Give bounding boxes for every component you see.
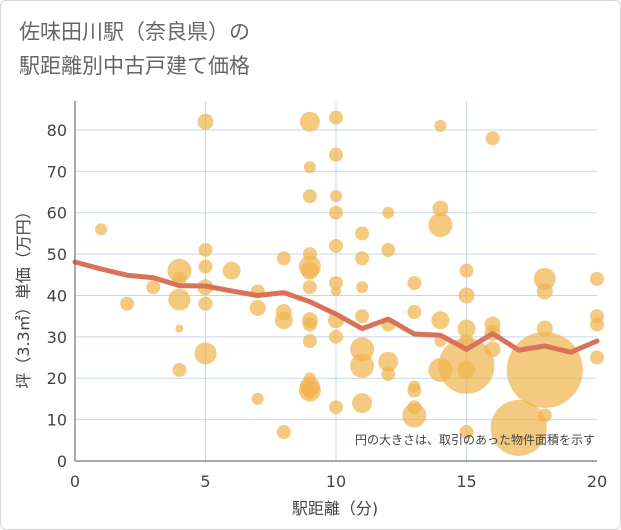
chart-title-line1: 佐味田川駅（奈良県）の [19, 20, 250, 44]
bubble-point [251, 392, 264, 405]
bubble-point [120, 296, 135, 311]
y-tick-label: 60 [47, 204, 67, 223]
bubble-point [428, 213, 453, 238]
bubble-point [381, 367, 396, 382]
bubble-point [274, 311, 293, 330]
bubble-point [378, 351, 399, 372]
x-tick-label: 20 [587, 472, 607, 491]
x-tick-label: 15 [456, 472, 476, 491]
bubble-point [331, 286, 341, 297]
bubble-point [301, 382, 318, 399]
bubble-point [172, 362, 187, 377]
x-tick-label: 5 [200, 472, 210, 491]
bubble-point [276, 425, 291, 440]
bubble-point [484, 341, 501, 358]
x-tick-label: 0 [70, 472, 80, 491]
bubble-point [329, 400, 343, 415]
bubble-point [356, 281, 369, 294]
bubble-point [485, 131, 500, 146]
bubble-point [198, 259, 213, 274]
bubble-point [276, 251, 291, 266]
bubble-point [198, 296, 213, 311]
bubble-point [434, 119, 447, 132]
bubble-point [302, 280, 317, 295]
bubble-point [198, 242, 213, 257]
bubble-point [459, 263, 474, 278]
bubble-point [197, 113, 214, 130]
y-axis-title: 坪（3.3㎡）単価（万円） [14, 203, 33, 388]
y-tick-label: 50 [47, 245, 67, 264]
bubble-point [590, 350, 604, 365]
x-tick-label: 10 [326, 472, 346, 491]
y-tick-label: 40 [47, 286, 67, 305]
bubble-point [537, 408, 552, 423]
bubble-point [350, 353, 375, 378]
bubble-point [355, 309, 370, 324]
bubble-point [222, 261, 241, 280]
bubble-point [352, 393, 373, 414]
bubble-point [329, 276, 343, 291]
bubble-point [407, 276, 422, 291]
bubble-point [302, 189, 317, 204]
chart-title: 佐味田川駅（奈良県）の 駅距離別中古戸建て価格 [19, 15, 250, 83]
bubble-point [506, 331, 583, 408]
x-axis-title: 駅距離（分) [292, 499, 378, 518]
bubble-point [355, 251, 370, 266]
y-tick-label: 0 [57, 452, 67, 471]
bubble-point [457, 319, 476, 338]
bubble-point [146, 280, 161, 295]
chart-title-line2: 駅距離別中古戸建て価格 [19, 54, 250, 78]
bubble-point [329, 238, 343, 253]
bubble-point [194, 342, 217, 365]
bubble-point [590, 271, 604, 286]
bubble-point [432, 200, 449, 217]
bubble-point [459, 425, 474, 440]
y-tick-label: 70 [47, 162, 67, 181]
bubble-point [458, 287, 475, 304]
bubble-point [302, 317, 317, 332]
bubble-point [407, 305, 422, 320]
bubble-point [175, 324, 184, 333]
bubble-point [299, 111, 320, 132]
grid-lines [75, 101, 597, 461]
annotation-note: 円の大きさは、取引のあった物件面積を示す [355, 432, 595, 447]
bubble-point [590, 317, 604, 332]
axes: 0 10 20 30 40 50 60 70 80 0 5 10 15 20 [47, 101, 607, 491]
bubble-point [407, 383, 422, 398]
bubble-point [350, 337, 375, 362]
y-tick-label: 80 [47, 121, 67, 140]
bubble-point [329, 205, 343, 220]
bubble-point [431, 311, 450, 330]
bubble-point [168, 288, 191, 311]
bubble-point [300, 261, 319, 280]
y-tick-label: 10 [47, 411, 67, 430]
bubble-point [95, 223, 108, 236]
bubble-point [329, 329, 343, 344]
y-tick-label: 20 [47, 369, 67, 388]
bubble-point [355, 226, 370, 241]
y-tick-label: 30 [47, 328, 67, 347]
trend-line [72, 259, 600, 355]
bubble-point [381, 242, 396, 257]
bubble-point [330, 190, 342, 203]
bubble-point [303, 161, 316, 174]
bubble-layer [95, 110, 604, 456]
bubble-point [536, 283, 553, 300]
bubble-point [402, 403, 427, 428]
bubble-point [382, 206, 395, 219]
bubble-point [249, 299, 266, 316]
bubble-point [490, 399, 547, 456]
bubble-point [457, 360, 476, 379]
bubble-point [329, 110, 343, 125]
bubble-point [533, 267, 556, 290]
bubble-point [302, 334, 317, 348]
bubble-point [329, 147, 343, 162]
